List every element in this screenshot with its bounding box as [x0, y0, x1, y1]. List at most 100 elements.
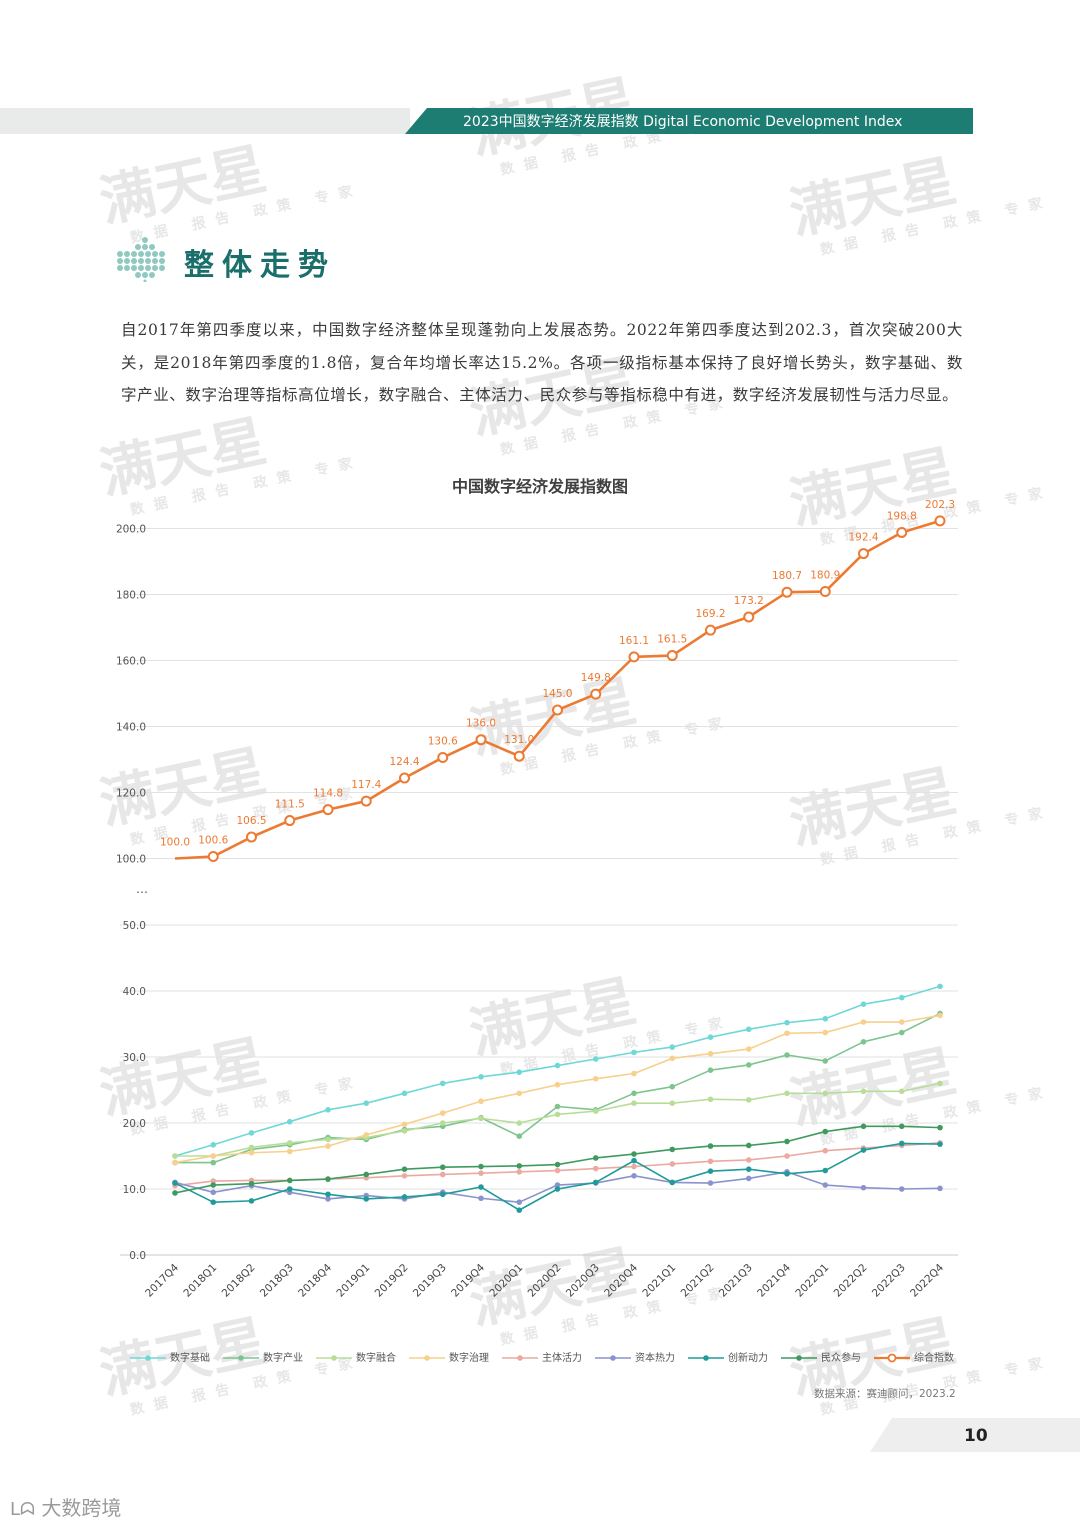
data-label: 130.6 [428, 736, 458, 748]
y-tick-label: 50.0 [123, 920, 146, 932]
legend-swatch [502, 1355, 538, 1361]
data-point [784, 1052, 790, 1058]
data-point [631, 1173, 637, 1179]
data-point [858, 548, 869, 560]
data-point [172, 1190, 178, 1196]
data-point [210, 1178, 217, 1184]
data-point [478, 1184, 484, 1190]
data-point [745, 1026, 752, 1033]
data-label: 169.2 [695, 608, 725, 620]
data-point [822, 1167, 829, 1174]
data-point [707, 1096, 714, 1103]
data-point [325, 1136, 331, 1143]
data-point [210, 1159, 217, 1166]
data-point [822, 1015, 829, 1022]
data-point [898, 994, 905, 1001]
data-point [172, 1153, 178, 1159]
legend-swatch [688, 1355, 724, 1361]
x-tick-label: 2019Q3 [411, 1262, 449, 1300]
data-point [745, 1097, 752, 1103]
y-tick-label: 30.0 [123, 1052, 146, 1064]
data-point [325, 1176, 331, 1182]
data-point [669, 1044, 676, 1050]
legend-label: 综合指数 [914, 1353, 954, 1364]
data-label: 136.0 [466, 718, 496, 730]
data-point [363, 1100, 370, 1106]
data-point [284, 815, 296, 827]
data-point [822, 1182, 829, 1188]
data-point [248, 1180, 255, 1187]
data-point [554, 1081, 561, 1088]
data-point [554, 1186, 561, 1192]
data-point [819, 586, 831, 598]
data-point [745, 1166, 752, 1172]
data-point [631, 1070, 637, 1077]
data-label: 202.3 [925, 499, 955, 511]
y-tick-label: 20.0 [123, 1118, 146, 1130]
data-point [513, 750, 525, 762]
y-tick-label: 120.0 [116, 788, 146, 800]
data-point [745, 1175, 752, 1182]
data-point [363, 1171, 370, 1178]
data-point [246, 831, 257, 843]
data-point [516, 1207, 523, 1213]
data-point [516, 1133, 523, 1139]
data-point [937, 1141, 943, 1147]
x-tick-label: 2020Q1 [487, 1262, 525, 1300]
data-point [439, 1120, 446, 1126]
data-point [631, 1157, 637, 1164]
data-label: 161.5 [657, 634, 687, 646]
data-label: 100.6 [198, 835, 228, 847]
legend-item: 数字基础 [130, 1350, 210, 1368]
data-point [784, 1171, 790, 1177]
data-point [666, 650, 678, 662]
x-tick-label: 2019Q4 [449, 1261, 487, 1299]
data-point [439, 1171, 446, 1178]
legend-item: 创新动力 [688, 1350, 768, 1368]
data-point [745, 1157, 752, 1163]
data-point [401, 1121, 408, 1128]
y-tick-label: 160.0 [116, 656, 146, 668]
data-label: 145.0 [542, 688, 572, 700]
data-point [860, 1001, 867, 1007]
data-point [210, 1153, 217, 1159]
data-point [401, 1128, 408, 1134]
data-point [669, 1161, 676, 1167]
page-number-bar [870, 1418, 1080, 1452]
data-point [745, 1142, 752, 1149]
data-label: 114.8 [313, 788, 343, 800]
data-point [437, 752, 449, 764]
data-point [860, 1088, 867, 1095]
y-tick-label: 100.0 [116, 854, 146, 866]
data-point [248, 1130, 255, 1136]
data-point [784, 1138, 790, 1145]
x-tick-label: 2021Q1 [640, 1262, 678, 1300]
x-tick-label: 2018Q3 [258, 1262, 296, 1300]
data-point [631, 1100, 637, 1106]
legend-label: 数字基础 [170, 1353, 210, 1364]
x-tick-label: 2020Q3 [564, 1262, 602, 1300]
data-point [707, 1067, 714, 1073]
data-label: 192.4 [848, 532, 878, 544]
legend-label: 数字治理 [449, 1353, 489, 1364]
y-tick-label: 140.0 [116, 722, 146, 734]
data-point [631, 1049, 637, 1056]
legend-label: 民众参与 [821, 1353, 861, 1364]
data-point [781, 586, 793, 598]
data-point [475, 734, 487, 746]
data-point [669, 1179, 676, 1186]
data-point [554, 1161, 561, 1168]
data-point [248, 1144, 255, 1151]
data-point [360, 795, 372, 807]
data-point [363, 1132, 370, 1138]
data-point [898, 1123, 905, 1130]
x-tick-label: 2021Q4 [755, 1261, 793, 1299]
legend-item: 综合指数 [874, 1350, 954, 1368]
data-point [937, 1185, 943, 1192]
data-point [248, 1198, 255, 1204]
data-point [707, 1168, 714, 1174]
data-point [934, 515, 946, 527]
legend-swatch [316, 1355, 352, 1361]
data-point [822, 1128, 829, 1135]
data-point [322, 804, 334, 816]
